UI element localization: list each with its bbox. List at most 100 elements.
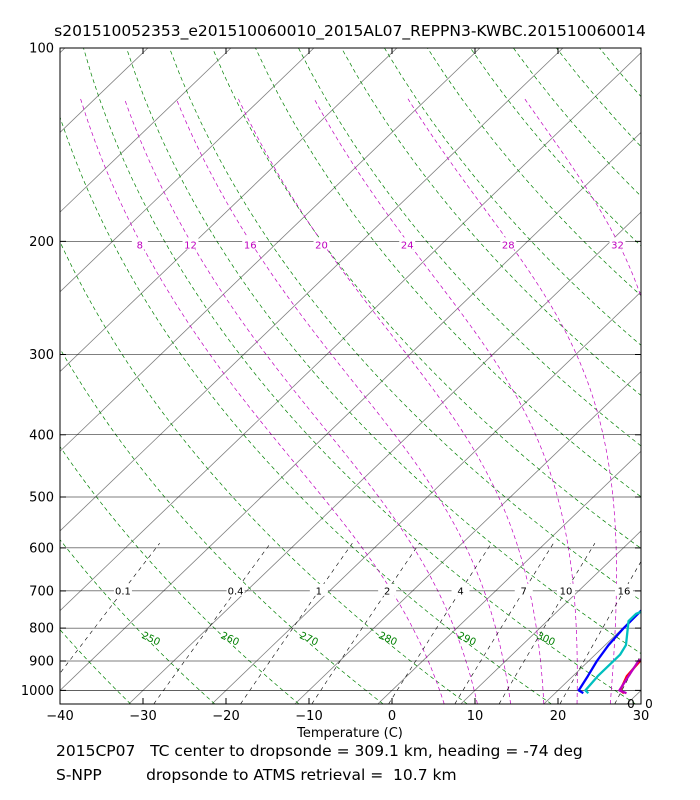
dry-adiabat-label: 290 bbox=[456, 630, 478, 648]
dry-adiabat-line bbox=[255, 48, 641, 498]
dry-adiabat-label: 280 bbox=[377, 630, 399, 648]
mixing-ratio-line bbox=[311, 543, 420, 704]
dry-adiabat-label: 300 bbox=[535, 630, 557, 648]
mixing-ratio-label: 2 bbox=[384, 586, 390, 597]
x-tick-label: 30 bbox=[633, 709, 650, 724]
isotherm-line bbox=[60, 131, 641, 691]
axis-ticks: −40 −30 −20 −10 0 10 20 30 100 200 300 400 500 600 700… bbox=[21, 42, 649, 725]
isotherm-line bbox=[60, 48, 315, 293]
dry-adiabat-line bbox=[83, 48, 636, 704]
moist-adiabat-line bbox=[124, 98, 478, 704]
dry-adiabat-line bbox=[60, 446, 300, 704]
mixing-ratio-label: 7 bbox=[521, 586, 527, 597]
mixing-ratio-label: 1 bbox=[316, 586, 322, 597]
moist-adiabat-label: 16 bbox=[244, 240, 257, 251]
x-axis-label: Temperature (C) bbox=[296, 726, 403, 741]
dry-adiabat-line bbox=[0, 48, 46, 704]
isotherm-line bbox=[377, 450, 641, 704]
dry-adiabat-line bbox=[642, 48, 700, 704]
dry-adiabat-line bbox=[513, 48, 641, 197]
mixing-ratio-label: 4 bbox=[457, 586, 463, 597]
dry-adiabat-line bbox=[341, 48, 641, 396]
dry-adiabat-line bbox=[599, 48, 641, 98]
y-tick-label: 1000 bbox=[21, 684, 54, 699]
isotherm-line bbox=[60, 48, 398, 373]
x-tick-label: −20 bbox=[212, 709, 239, 724]
chart-title: s201510052353_e201510060010_2015AL07_REP… bbox=[54, 22, 646, 40]
moist-adiabat-line bbox=[663, 99, 700, 704]
isotherm-line bbox=[60, 48, 232, 213]
x-tick-label: 0 bbox=[388, 709, 396, 724]
dry-adiabat-line bbox=[685, 48, 700, 704]
footer-line-1: 2015CP07 TC center to dropsonde = 309.1 … bbox=[56, 742, 583, 760]
isobar-lines bbox=[60, 241, 641, 691]
dry-adiabat-line bbox=[212, 48, 641, 549]
dry-adiabat-line bbox=[60, 347, 384, 704]
dry-adiabat-line bbox=[126, 48, 641, 654]
moist-adiabat-label: 24 bbox=[401, 240, 414, 251]
mixing-ratio-label: 16 bbox=[618, 586, 631, 597]
dry-adiabat-line bbox=[60, 241, 468, 704]
moist-adiabat-line bbox=[313, 98, 578, 704]
moist-adiabat-label: 12 bbox=[184, 240, 197, 251]
mixing-ratio-line bbox=[153, 543, 271, 704]
isotherm-line bbox=[60, 48, 66, 54]
x-tick-label: −10 bbox=[295, 709, 322, 724]
dry-adiabat-line bbox=[384, 48, 641, 346]
footer-line-2: S-NPP dropsonde to ATMS retrieval = 10.7… bbox=[56, 766, 457, 784]
isotherm-line bbox=[543, 610, 641, 704]
mixing-ratio-line bbox=[454, 543, 554, 704]
mixing-ratio-line bbox=[559, 560, 641, 704]
isotherm-line bbox=[60, 48, 149, 133]
y-tick-label: 400 bbox=[29, 428, 54, 443]
plot-frame bbox=[59, 47, 642, 705]
moist-adiabat-line bbox=[80, 98, 445, 704]
dry-adiabat-line bbox=[60, 115, 552, 704]
x-tick-label: −40 bbox=[46, 709, 73, 724]
mixing-ratio-label: 10 bbox=[560, 586, 573, 597]
moist-adiabat-label: 32 bbox=[611, 240, 624, 251]
dry-adiabat-line bbox=[60, 539, 216, 704]
corner-label: 0 bbox=[645, 697, 653, 711]
moist-adiabat-line bbox=[175, 98, 511, 704]
dry-adiabat-lines bbox=[0, 48, 700, 704]
dry-adiabat-label: 270 bbox=[298, 630, 320, 648]
y-tick-label: 700 bbox=[29, 584, 54, 599]
moist-adiabat-label: 28 bbox=[502, 240, 515, 251]
mixing-ratio-label: 0.1 bbox=[115, 586, 131, 597]
mixing-ratio-line bbox=[60, 543, 160, 674]
isotherm-line bbox=[294, 370, 641, 704]
mixing-ratio-line bbox=[388, 543, 492, 704]
moist-adiabat-line bbox=[524, 98, 641, 298]
dry-adiabat-line bbox=[298, 48, 641, 447]
isotherm-line bbox=[60, 48, 481, 452]
y-tick-label: 800 bbox=[29, 622, 54, 637]
isotherm-line bbox=[626, 689, 641, 704]
dry-adiabat-line bbox=[60, 629, 131, 704]
dry-adiabat-label: 250 bbox=[140, 630, 162, 648]
y-tick-label: 900 bbox=[29, 654, 54, 669]
series-cyan-line bbox=[584, 610, 641, 694]
dry-adiabat-label: 260 bbox=[219, 630, 241, 648]
mixing-ratio-lines bbox=[60, 543, 641, 704]
y-tick-label: 600 bbox=[29, 541, 54, 556]
y-tick-label: 200 bbox=[29, 235, 54, 250]
y-tick-label: 300 bbox=[29, 348, 54, 363]
series-red-line bbox=[619, 658, 641, 695]
isotherm-line bbox=[60, 52, 641, 612]
moist-adiabat-label: 20 bbox=[315, 240, 328, 251]
mixing-ratio-line bbox=[498, 543, 596, 704]
moist-adiabat-lines bbox=[80, 98, 700, 704]
isotherm-line bbox=[460, 530, 641, 704]
x-tick-label: −30 bbox=[129, 709, 156, 724]
isotherm-line bbox=[128, 211, 641, 704]
profile-series bbox=[577, 609, 641, 695]
x-tick-label: 10 bbox=[467, 709, 484, 724]
mixing-ratio-label: 0.4 bbox=[228, 586, 244, 597]
dry-adiabat-line bbox=[169, 48, 641, 602]
series-magenta-line bbox=[618, 658, 641, 695]
x-tick-label: 20 bbox=[550, 709, 567, 724]
moist-adiabat-line bbox=[238, 98, 545, 704]
